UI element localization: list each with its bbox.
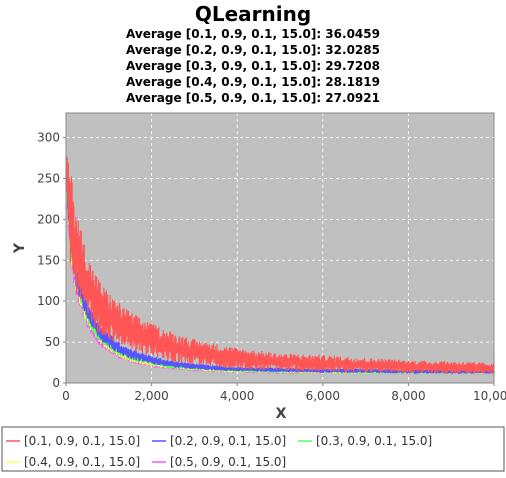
legend-label: [0.4, 0.9, 0.1, 15.0]	[24, 455, 140, 469]
x-axis-ticks: 0 2,000 4,000 6,000 8,000 10,000	[62, 383, 506, 403]
y-tick-label: 200	[37, 212, 60, 226]
y-tick-label: 150	[37, 253, 60, 267]
subtitle-line: Average [0.4, 0.9, 0.1, 15.0]: 28.1819	[126, 75, 380, 89]
x-tick-label: 2,000	[134, 389, 168, 403]
legend-label: [0.5, 0.9, 0.1, 15.0]	[170, 455, 286, 469]
y-axis-label: Y	[12, 242, 28, 254]
subtitle-line: Average [0.3, 0.9, 0.1, 15.0]: 29.7208	[126, 59, 380, 73]
legend-label: [0.2, 0.9, 0.1, 15.0]	[170, 434, 286, 448]
plot-border	[65, 112, 495, 384]
y-axis-ticks: 0 50 100 150 200 250 300	[37, 131, 66, 390]
series-line	[65, 154, 495, 374]
x-axis-label: X	[276, 406, 287, 422]
y-tick-label: 100	[37, 294, 60, 308]
series-layer	[65, 154, 495, 375]
x-tick-label: 8,000	[391, 389, 425, 403]
y-tick-label: 250	[37, 171, 60, 185]
subtitle-line: Average [0.5, 0.9, 0.1, 15.0]: 27.0921	[126, 91, 380, 105]
legend-box	[1, 426, 505, 472]
x-tick-label: 10,000	[473, 389, 506, 403]
x-tick-label: 0	[62, 389, 70, 403]
x-tick-label: 6,000	[306, 389, 340, 403]
y-tick-label: 0	[52, 376, 60, 390]
legend: [0.1, 0.9, 0.1, 15.0] [0.2, 0.9, 0.1, 15.…	[6, 434, 432, 469]
subtitle-line: Average [0.1, 0.9, 0.1, 15.0]: 36.0459	[126, 27, 380, 41]
y-tick-label: 50	[45, 335, 60, 349]
y-tick-label: 300	[37, 131, 60, 145]
legend-label: [0.1, 0.9, 0.1, 15.0]	[24, 434, 140, 448]
subtitle-line: Average [0.2, 0.9, 0.1, 15.0]: 32.0285	[126, 43, 380, 57]
subtitle-block: Average [0.1, 0.9, 0.1, 15.0]: 36.0459 A…	[126, 27, 380, 105]
chart-title: QLearning	[195, 2, 311, 26]
legend-label: [0.3, 0.9, 0.1, 15.0]	[316, 434, 432, 448]
x-tick-label: 4,000	[220, 389, 254, 403]
grid	[66, 113, 495, 384]
